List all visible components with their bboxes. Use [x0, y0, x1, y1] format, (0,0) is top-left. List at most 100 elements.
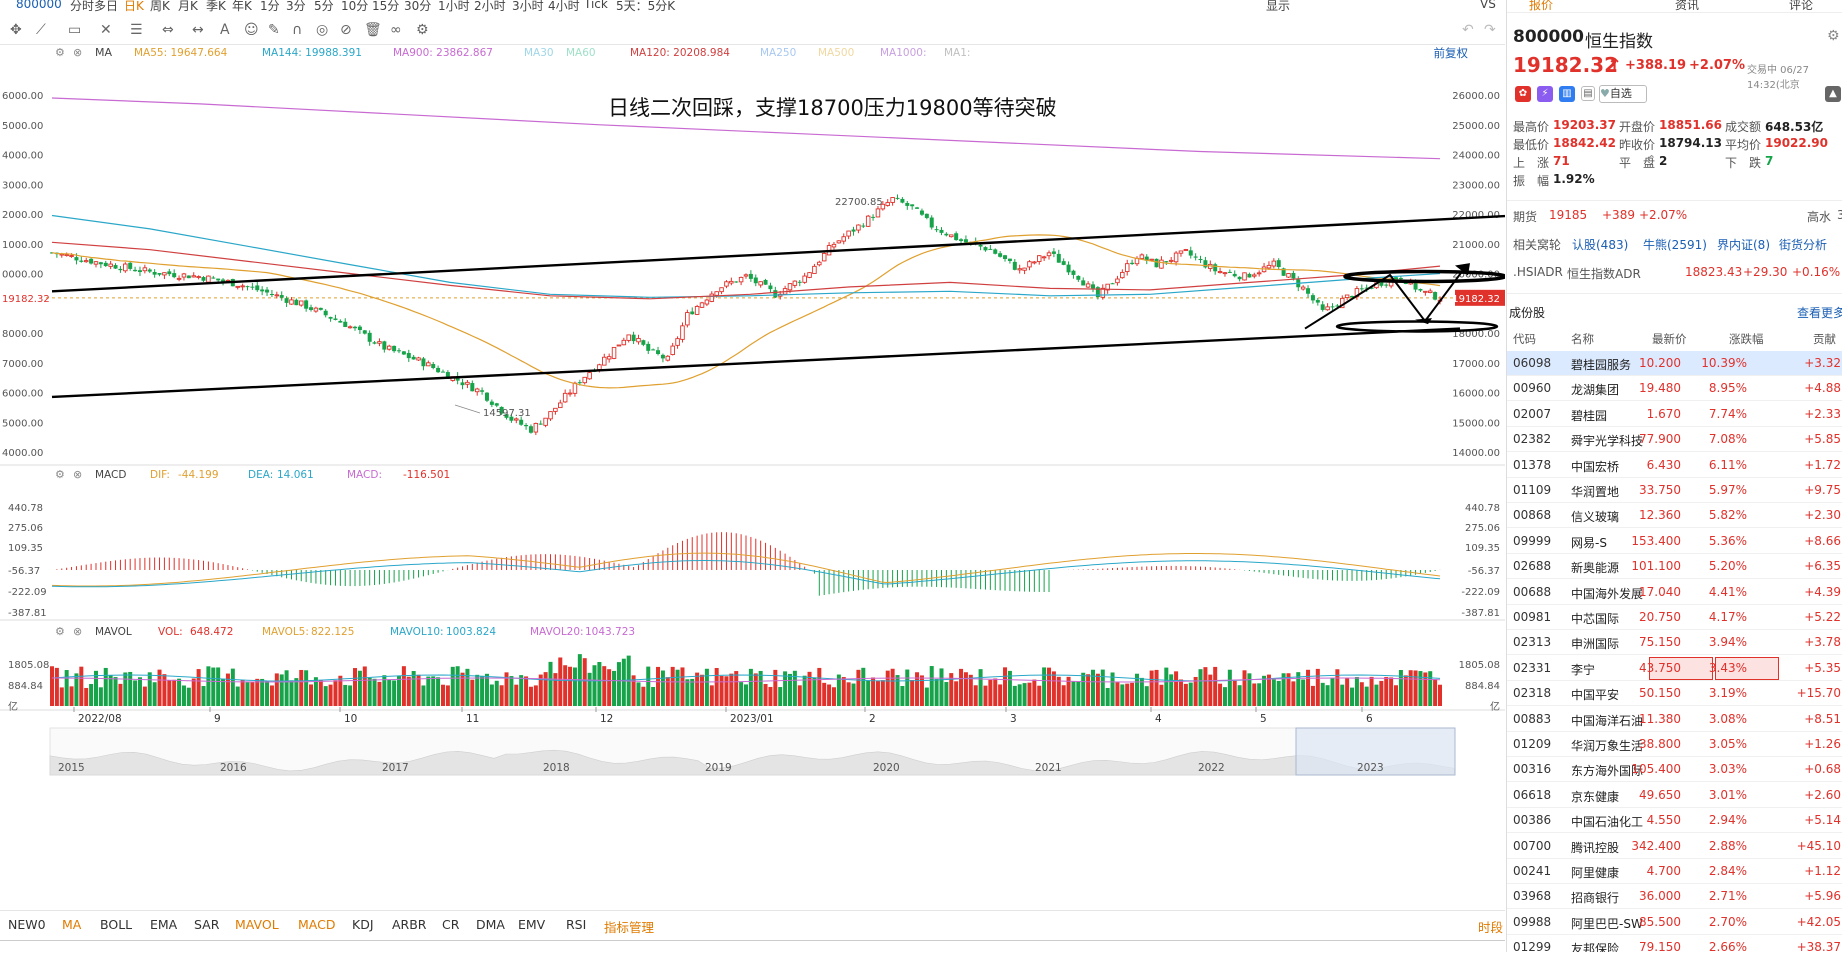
table-row[interactable]: 06098 碧桂园服务 10.200 10.39% +3.32 — [1507, 351, 1842, 376]
table-row[interactable]: 09988 阿里巴巴-SW 85.500 2.70% +42.05 — [1507, 910, 1842, 935]
table-row[interactable]: 00386 中国石油化工 4.550 2.94% +5.14 — [1507, 808, 1842, 834]
period-10[interactable]: 10分 — [341, 0, 369, 13]
link-icon[interactable]: ∞ — [390, 22, 402, 38]
indicator-3[interactable]: EMA — [150, 917, 178, 932]
table-row[interactable]: 01109 华润置地 33.750 5.97% +9.75 — [1507, 478, 1842, 503]
period-17[interactable]: Tick — [584, 0, 608, 11]
emoji-tool-icon[interactable]: ☺ — [244, 22, 259, 38]
period-9[interactable]: 5分 — [314, 0, 334, 13]
table-row[interactable]: 00688 中国海外发展 17.040 4.41% +4.39 — [1507, 580, 1842, 605]
table-row[interactable]: 01378 中国宏桥 6.430 6.11% +1.72 — [1507, 453, 1842, 478]
text-tool-icon[interactable]: A — [220, 22, 230, 38]
table-row[interactable]: 02007 碧桂园 1.670 7.74% +2.33 — [1507, 402, 1842, 427]
col-pct[interactable]: 涨跌幅 — [1729, 332, 1764, 346]
table-row[interactable]: 02313 申洲国际 75.150 3.94% +3.78 — [1507, 630, 1842, 656]
tab-quote[interactable]: 报价 — [1529, 0, 1554, 12]
indicator-2[interactable]: BOLL — [100, 917, 133, 932]
shape-tool-icon[interactable]: ▭ — [68, 22, 82, 38]
related-link-inline[interactable]: 界内证(8) — [1717, 238, 1770, 252]
panel-settings-icon[interactable]: ⚙ — [1827, 28, 1840, 44]
indicator-10[interactable]: DMA — [476, 917, 505, 932]
magnet-icon[interactable]: ∩ — [292, 22, 303, 38]
period-4[interactable]: 月K — [178, 0, 198, 13]
period-5[interactable]: 季K — [206, 0, 226, 13]
table-row[interactable]: 03968 招商银行 36.000 2.71% +5.96 — [1507, 884, 1842, 910]
redo-icon[interactable]: ↷ — [1484, 22, 1496, 38]
timeframe-button[interactable]: 时段 — [1478, 920, 1504, 935]
crosshair-icon[interactable]: ✥ — [10, 22, 22, 38]
period-7[interactable]: 1分 — [260, 0, 280, 13]
period-8[interactable]: 3分 — [286, 0, 306, 13]
table-row[interactable]: 00960 龙湖集团 19.480 8.95% +4.88 — [1507, 376, 1842, 402]
related-link-cbbc[interactable]: 牛熊(2591) — [1643, 238, 1707, 252]
period-14[interactable]: 2小时 — [474, 0, 506, 13]
lock-icon[interactable]: ⊘ — [340, 22, 352, 38]
period-16[interactable]: 4小时 — [548, 0, 580, 13]
table-row[interactable]: 09999 网易-S 153.400 5.36% +8.66 — [1507, 529, 1842, 554]
tab-news[interactable]: 资讯 — [1675, 0, 1700, 12]
table-row[interactable]: 02331 李宁 43.750 3.43% +5.35 — [1507, 656, 1842, 681]
table-row[interactable]: 02318 中国平安 50.150 3.19% +15.70 — [1507, 681, 1842, 707]
col-price[interactable]: 最新价 — [1652, 332, 1687, 346]
delete-icon[interactable]: 🗑 — [364, 22, 382, 38]
indicator-11[interactable]: EMV — [518, 917, 546, 932]
period-15[interactable]: 3小时 — [512, 0, 544, 13]
measure-tool-icon[interactable]: ⇔ — [162, 22, 174, 38]
undo-icon[interactable]: ↶ — [1462, 22, 1474, 38]
indicator-6[interactable]: MACD — [298, 917, 336, 932]
table-row[interactable]: 00868 信义玻璃 12.360 5.82% +2.30 — [1507, 503, 1842, 529]
indicator-1[interactable]: MA — [62, 917, 82, 932]
indicator-5[interactable]: MAVOL — [235, 917, 279, 932]
kline-chart[interactable]: ⚙ ⊗ MA MA55: 19647.664 MA144: 19988.391 MA900… — [0, 45, 1507, 910]
settings-icon[interactable]: ⚙ — [416, 22, 429, 38]
vs-button[interactable]: VS — [1480, 0, 1496, 11]
fib-tool-icon[interactable]: ☰ — [130, 22, 143, 38]
table-row[interactable]: 00241 阿里健康 4.700 2.84% +1.12 — [1507, 859, 1842, 884]
table-row[interactable]: 01209 华润万象生活 38.800 3.05% +1.26 — [1507, 732, 1842, 757]
indicator-7[interactable]: KDJ — [352, 917, 374, 932]
indicator-12[interactable]: RSI — [566, 917, 587, 932]
col-name[interactable]: 名称 — [1571, 332, 1594, 346]
table-row[interactable]: 01299 友邦保险 79.150 2.66% +38.37 — [1507, 935, 1842, 952]
table-row[interactable]: 00883 中国海洋石油 11.380 3.08% +8.51 — [1507, 707, 1842, 732]
period-2[interactable]: 日K — [124, 0, 144, 13]
related-link-warrants[interactable]: 认股(483) — [1572, 238, 1629, 252]
col-contrib[interactable]: 贡献 — [1813, 332, 1836, 346]
indicator-0[interactable]: NEW0 — [8, 917, 46, 932]
period-11[interactable]: 15分 — [372, 0, 400, 13]
line-tool-icon[interactable]: ⟋ — [36, 22, 46, 38]
period-12[interactable]: 30分 — [404, 0, 432, 13]
period-1[interactable]: 多日 — [94, 0, 119, 13]
arrow-tool-icon[interactable]: ↔ — [192, 22, 204, 38]
col-code[interactable]: 代码 — [1513, 332, 1536, 346]
kline-chart-area[interactable]: ⚙ ⊗ MA MA55: 19647.664 MA144: 19988.391 MA900… — [0, 45, 1507, 910]
chart-mini-icon[interactable]: ▥ — [1559, 86, 1575, 102]
related-link-analysis[interactable]: 街货分析 — [1779, 238, 1828, 252]
indicator-13[interactable]: 指标管理 — [604, 920, 655, 935]
eye-icon[interactable]: ◎ — [316, 22, 329, 38]
table-row[interactable]: 02688 新奥能源 101.100 5.20% +6.35 — [1507, 554, 1842, 580]
lightning-icon[interactable]: ⚡ — [1537, 86, 1553, 102]
table-row[interactable]: 02382 舜宇光学科技 77.900 7.08% +5.85 — [1507, 427, 1842, 453]
table-row[interactable]: 06618 京东健康 49.650 3.01% +2.60 — [1507, 783, 1842, 808]
indicator-9[interactable]: CR — [442, 917, 460, 932]
pattern-tool-icon[interactable]: ✕ — [100, 22, 112, 38]
alert-icon[interactable]: ▲ — [1825, 86, 1841, 102]
table-row[interactable]: 00316 东方海外国际 105.400 3.03% +0.68 — [1507, 757, 1842, 783]
period-13[interactable]: 1小时 — [438, 0, 470, 13]
tab-comments[interactable]: 评论 — [1789, 0, 1814, 12]
period-18[interactable]: 5天：5分K — [616, 0, 676, 13]
watchlist-button[interactable]: ♥自选 — [1599, 85, 1647, 103]
indicator-4[interactable]: SAR — [194, 917, 220, 932]
table-row[interactable]: 00981 中芯国际 20.750 4.17% +5.22 — [1507, 605, 1842, 630]
period-3[interactable]: 周K — [150, 0, 170, 13]
collapse-chevron-icon[interactable]: ⌃ — [1647, 153, 1657, 166]
note-icon[interactable]: ▤ — [1581, 86, 1595, 101]
display-menu[interactable]: 显示 — [1266, 0, 1291, 13]
indicator-8[interactable]: ARBR — [392, 917, 427, 932]
period-0[interactable]: 分时 — [70, 0, 95, 13]
brush-tool-icon[interactable]: ✎ — [268, 22, 280, 38]
period-6[interactable]: 年K — [232, 0, 252, 13]
view-more-link[interactable]: 查看更多 — [1797, 306, 1842, 320]
table-row[interactable]: 00700 腾讯控股 342.400 2.88% +45.10 — [1507, 834, 1842, 859]
